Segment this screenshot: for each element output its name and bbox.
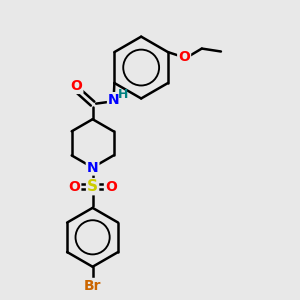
Text: O: O	[105, 180, 117, 194]
Text: N: N	[87, 160, 98, 175]
Text: O: O	[178, 50, 190, 64]
Text: O: O	[68, 180, 80, 194]
Text: H: H	[118, 88, 128, 101]
Text: Br: Br	[84, 279, 101, 293]
Text: S: S	[87, 179, 98, 194]
Text: O: O	[70, 79, 82, 93]
Text: N: N	[108, 93, 120, 107]
